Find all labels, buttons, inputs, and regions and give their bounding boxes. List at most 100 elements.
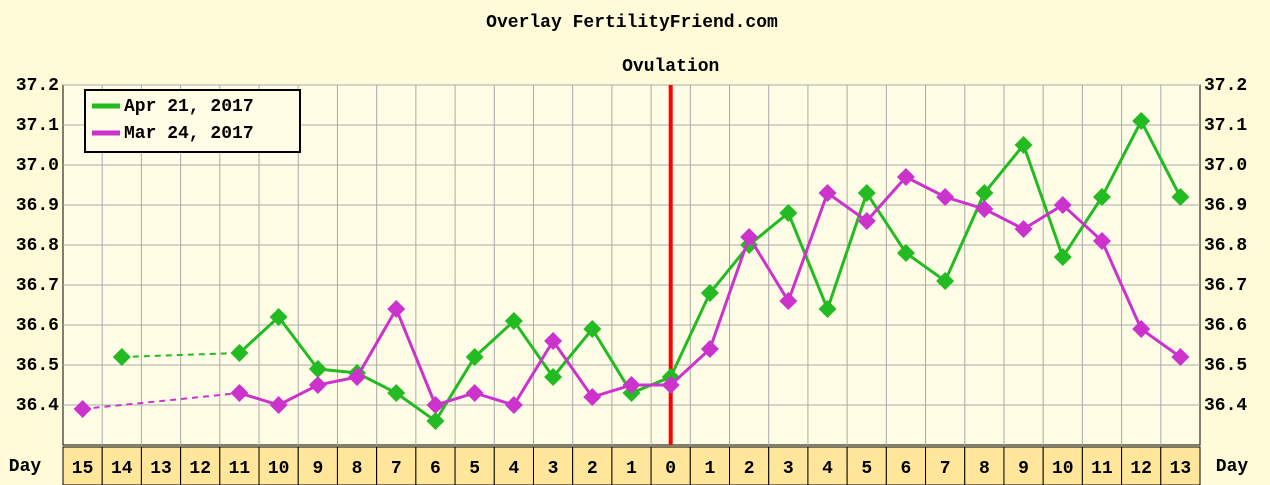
point-marker bbox=[700, 340, 719, 358]
day-cell bbox=[768, 446, 809, 485]
point-marker bbox=[896, 168, 915, 186]
point-marker bbox=[348, 368, 367, 386]
x-tick-label: 0 bbox=[665, 459, 676, 479]
point-marker bbox=[975, 184, 994, 202]
y-tick-label: 36.5 bbox=[16, 356, 59, 376]
point-marker bbox=[740, 228, 759, 246]
point-marker bbox=[1053, 196, 1072, 214]
y2-tick-label: 37.2 bbox=[1204, 76, 1247, 96]
x-tick-label: 5 bbox=[861, 459, 872, 479]
day-cell bbox=[415, 446, 456, 485]
day-cell bbox=[611, 446, 652, 485]
y-tick-label: 37.2 bbox=[16, 76, 59, 96]
legend-label: Apr 21, 2017 bbox=[124, 97, 254, 117]
point-marker bbox=[936, 272, 955, 290]
point-marker bbox=[230, 344, 249, 362]
y2-tick-label: 36.8 bbox=[1204, 236, 1247, 256]
point-marker bbox=[544, 368, 563, 386]
point-marker bbox=[465, 384, 484, 402]
x-tick-label: 6 bbox=[901, 459, 912, 479]
day-cell bbox=[258, 446, 299, 485]
day-cell bbox=[1160, 446, 1201, 485]
day-cell bbox=[297, 446, 338, 485]
day-cell bbox=[1003, 446, 1044, 485]
point-marker bbox=[975, 200, 994, 218]
point-marker bbox=[504, 312, 523, 330]
point-marker bbox=[387, 384, 406, 402]
x-tick-label: 12 bbox=[189, 459, 211, 479]
point-marker bbox=[465, 348, 484, 366]
x-tick-label: 9 bbox=[312, 459, 323, 479]
x-tick-label: 6 bbox=[430, 459, 441, 479]
point-marker bbox=[308, 376, 327, 394]
x-tick-label: 10 bbox=[1052, 459, 1074, 479]
y-tick-label: 36.4 bbox=[16, 396, 59, 416]
x-tick-label: 3 bbox=[783, 459, 794, 479]
x-tick-label: 7 bbox=[391, 459, 402, 479]
legend-box bbox=[84, 89, 301, 153]
day-cell bbox=[62, 446, 103, 485]
y-tick-label: 36.6 bbox=[16, 316, 59, 336]
x-tick-label: 10 bbox=[268, 459, 290, 479]
day-cell bbox=[807, 446, 848, 485]
y-tick-label: 37.0 bbox=[16, 156, 59, 176]
x-axis-label: Day bbox=[9, 457, 42, 477]
x-tick-label: 13 bbox=[1170, 459, 1192, 479]
day-cell bbox=[180, 446, 221, 485]
point-marker bbox=[73, 400, 92, 418]
y2-tick-label: 36.6 bbox=[1204, 316, 1247, 336]
y2-tick-label: 36.9 bbox=[1204, 196, 1247, 216]
x-tick-label: 1 bbox=[705, 459, 716, 479]
point-marker bbox=[426, 412, 445, 430]
x-tick-label: 4 bbox=[508, 459, 519, 479]
point-marker bbox=[269, 396, 288, 414]
point-marker bbox=[112, 348, 131, 366]
y-tick-label: 37.1 bbox=[16, 116, 59, 136]
y2-tick-label: 36.5 bbox=[1204, 356, 1247, 376]
x-axis-label: Day bbox=[1216, 457, 1249, 477]
point-marker bbox=[230, 384, 249, 402]
y2-tick-label: 36.7 bbox=[1204, 276, 1247, 296]
x-tick-label: 8 bbox=[352, 459, 363, 479]
x-tick-label: 5 bbox=[469, 459, 480, 479]
point-marker bbox=[387, 300, 406, 318]
day-cell bbox=[964, 446, 1005, 485]
day-cell bbox=[846, 446, 887, 485]
x-tick-label: 15 bbox=[72, 459, 94, 479]
day-cell bbox=[1121, 446, 1162, 485]
point-marker bbox=[779, 292, 798, 310]
day-cell bbox=[140, 446, 182, 485]
point-marker bbox=[818, 184, 837, 202]
point-marker bbox=[1171, 188, 1190, 206]
point-marker bbox=[1092, 232, 1111, 250]
point-marker bbox=[818, 300, 837, 318]
point-marker bbox=[700, 284, 719, 302]
x-tick-label: 14 bbox=[111, 459, 133, 479]
day-cell bbox=[101, 446, 142, 485]
legend-label: Mar 24, 2017 bbox=[124, 124, 254, 144]
day-cell bbox=[650, 446, 691, 485]
point-marker bbox=[857, 212, 876, 230]
gap-bridge bbox=[82, 392, 240, 410]
y-tick-label: 36.8 bbox=[16, 236, 59, 256]
point-marker bbox=[308, 360, 327, 378]
point-marker bbox=[426, 396, 445, 414]
y2-tick-label: 37.0 bbox=[1204, 156, 1247, 176]
point-marker bbox=[504, 396, 523, 414]
day-cell bbox=[1081, 446, 1123, 485]
point-marker bbox=[1053, 248, 1072, 266]
x-tick-label: 1 bbox=[626, 459, 637, 479]
x-tick-label: 12 bbox=[1130, 459, 1152, 479]
x-tick-label: 13 bbox=[150, 459, 172, 479]
gap-bridge bbox=[121, 352, 240, 358]
point-marker bbox=[583, 320, 602, 338]
point-marker bbox=[936, 188, 955, 206]
day-cell bbox=[572, 446, 613, 485]
day-cell bbox=[925, 446, 966, 485]
x-tick-label: 2 bbox=[744, 459, 755, 479]
point-marker bbox=[661, 376, 680, 394]
day-cell bbox=[885, 446, 927, 485]
y2-tick-label: 37.1 bbox=[1204, 116, 1247, 136]
